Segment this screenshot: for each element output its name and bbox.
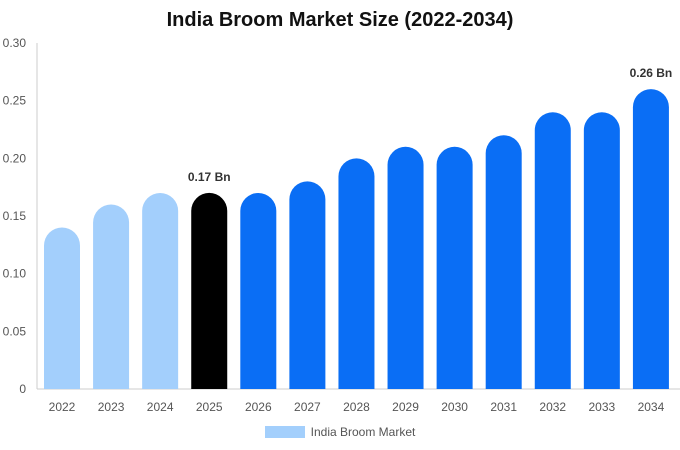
data-label-2025: 0.17 Bn [188, 170, 231, 184]
x-tick-label: 2031 [490, 400, 517, 414]
x-tick-label: 2034 [638, 400, 665, 414]
y-tick-label: 0.30 [3, 36, 27, 50]
bar-2034 [632, 89, 669, 389]
y-tick-label: 0.10 [3, 267, 27, 281]
bar-2022 [44, 227, 80, 389]
y-tick-label: 0.25 [3, 94, 27, 108]
bar-2031 [485, 135, 522, 389]
bar-2033 [583, 112, 620, 389]
legend-swatch [264, 426, 305, 438]
x-tick-label: 2033 [588, 400, 615, 414]
x-tick-label: 2032 [539, 400, 566, 414]
x-tick-label: 2030 [441, 400, 468, 414]
bar-2025 [191, 192, 228, 389]
bar-2032 [534, 112, 571, 389]
bar-2030 [436, 146, 473, 389]
y-tick-label: 0.15 [3, 209, 27, 223]
x-tick-label: 2026 [245, 400, 272, 414]
x-tick-label: 2024 [147, 400, 174, 414]
bar-2029 [387, 146, 424, 389]
legend-label: India Broom Market [310, 425, 416, 439]
y-tick-label: 0 [19, 382, 26, 396]
x-tick-label: 2022 [49, 400, 76, 414]
x-tick-label: 2027 [294, 400, 321, 414]
x-tick-label: 2028 [343, 400, 370, 414]
bar-2027 [289, 181, 326, 389]
y-tick-label: 0.05 [3, 324, 27, 338]
data-label-2034: 0.26 Bn [630, 66, 673, 80]
chart-title: India Broom Market Size (2022-2034) [166, 9, 514, 31]
bar-2026 [240, 192, 277, 389]
x-tick-label: 2029 [392, 400, 419, 414]
bar-2024 [142, 192, 179, 389]
bar-2023 [93, 204, 130, 389]
x-tick-label: 2023 [98, 400, 125, 414]
bar-2028 [338, 158, 375, 389]
legend: India Broom Market [0, 425, 680, 439]
x-tick-label: 2025 [196, 400, 223, 414]
y-tick-label: 0.20 [3, 151, 27, 165]
